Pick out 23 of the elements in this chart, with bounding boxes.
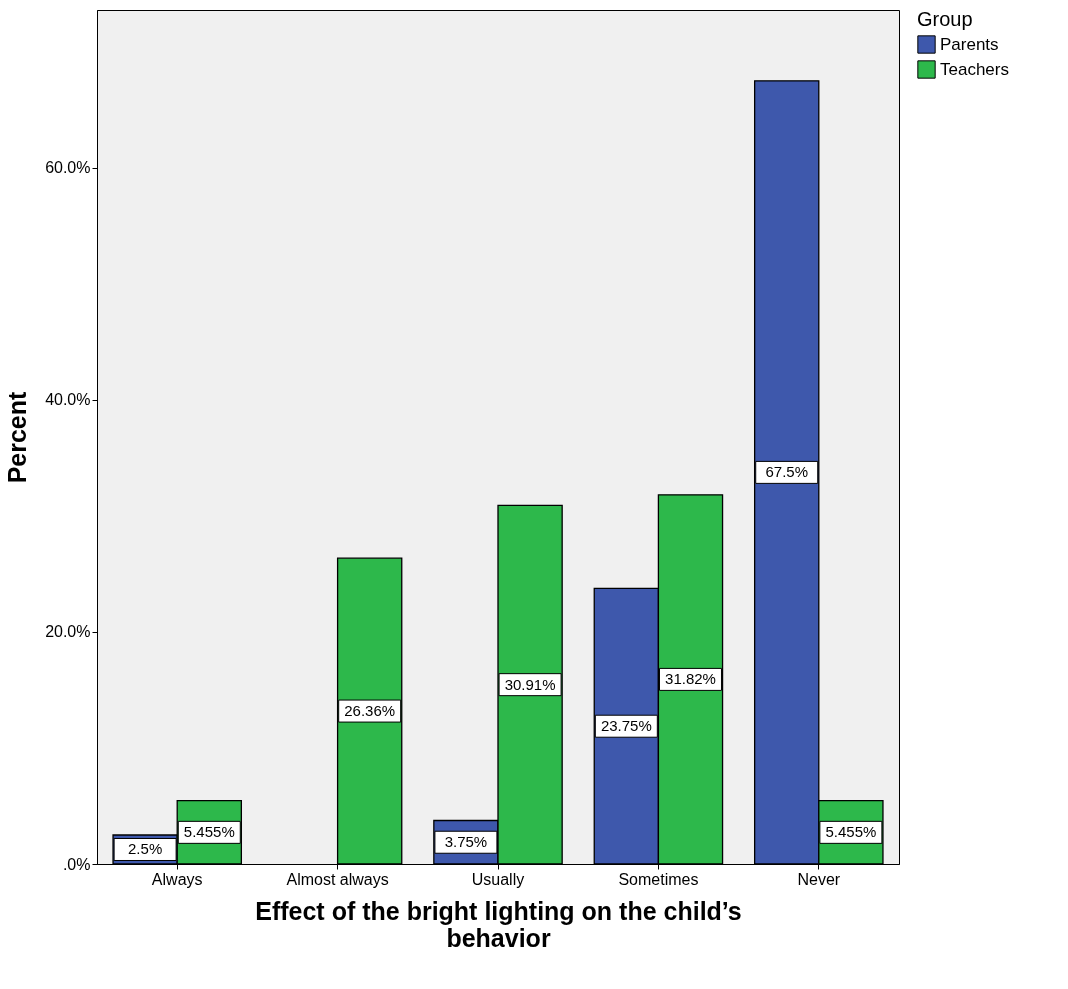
legend-label: Parents bbox=[940, 34, 999, 54]
data-label: 2.5% bbox=[128, 840, 163, 858]
data-label: 30.91% bbox=[504, 675, 556, 693]
data-label: 5.455% bbox=[183, 823, 235, 841]
y-axis-title: Percent bbox=[3, 390, 32, 484]
data-label: 31.82% bbox=[665, 670, 716, 688]
data-label: 23.75% bbox=[600, 717, 652, 735]
data-label: 26.36% bbox=[344, 702, 396, 720]
data-label: 5.455% bbox=[825, 823, 877, 841]
y-tick-label: 40.0% bbox=[45, 391, 91, 409]
y-tick-label: 60.0% bbox=[45, 159, 91, 177]
legend-label: Teachers bbox=[940, 59, 1009, 79]
x-tick-label: Never bbox=[797, 870, 841, 888]
x-tick-label: Always bbox=[151, 870, 203, 888]
x-tick-label: Sometimes bbox=[618, 870, 699, 888]
data-label: 3.75% bbox=[444, 833, 488, 851]
y-tick-label: 20.0% bbox=[45, 623, 91, 641]
data-label: 67.5% bbox=[765, 463, 808, 481]
y-tick-label: .0% bbox=[62, 855, 91, 873]
x-tick-label: Almost always bbox=[286, 870, 389, 888]
legend-title: Group bbox=[917, 8, 973, 30]
x-axis-title: Effect of the bright lighting on the child’s behavior bbox=[255, 896, 742, 952]
x-tick-label: Usually bbox=[471, 870, 525, 888]
